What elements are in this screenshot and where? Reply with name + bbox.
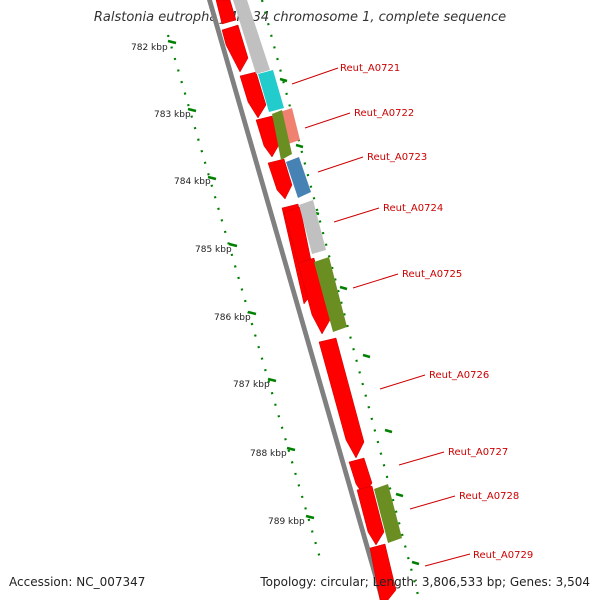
gene-label-reut-a0721[interactable]: Reut_A0721 (340, 63, 400, 74)
scale-label-783: 783 kbp (154, 110, 191, 120)
gene-label-reut-a0724[interactable]: Reut_A0724 (383, 203, 443, 214)
gene-label-reut-a0723[interactable]: Reut_A0723 (367, 152, 427, 163)
olive-feature-3 (374, 484, 402, 543)
cyan-feature (258, 70, 284, 112)
leader-line-0726 (379, 374, 426, 390)
salmon-feature (280, 108, 300, 144)
cds-arrow-4 (255, 115, 281, 158)
cds-arrow-7 (297, 257, 331, 335)
cds-arrow-3 (239, 71, 267, 119)
outer-ticks (279, 77, 420, 566)
cds-arrow-2 (221, 24, 249, 73)
cds-arrow-11 (369, 543, 397, 600)
outer-dotted-line (260, 0, 420, 596)
olive-feature-2 (314, 257, 347, 332)
scale-label-784: 784 kbp (174, 177, 211, 187)
gene-label-reut-a0727[interactable]: Reut_A0727 (448, 447, 508, 458)
gene-label-reut-a0725[interactable]: Reut_A0725 (402, 269, 462, 280)
gene-label-reut-a0729[interactable]: Reut_A0729 (473, 550, 533, 561)
backbone-line (207, 0, 385, 600)
cds-arrow-8 (318, 337, 365, 459)
scale-label-789: 789 kbp (268, 517, 305, 527)
map-title: Ralstonia eutropha JMP134 chromosome 1, … (93, 10, 507, 25)
scale-label-788: 788 kbp (250, 449, 287, 459)
gene-label-reut-a0726[interactable]: Reut_A0726 (429, 370, 489, 381)
grey-feature-1 (233, 0, 270, 74)
steelblue-feature (286, 157, 311, 198)
accession-text: Accession: NC_007347 (9, 575, 146, 589)
leader-line-0722 (304, 112, 351, 129)
scale-label-786: 786 kbp (214, 313, 251, 323)
scale-label-787: 787 kbp (233, 380, 270, 390)
gene-label-reut-a0722[interactable]: Reut_A0722 (354, 108, 414, 119)
scale-label-782: 782 kbp (131, 43, 168, 53)
grey-feature-2 (299, 200, 326, 254)
topology-text: Topology: circular; Length: 3,806,533 bp… (260, 575, 590, 589)
leader-line-0721 (291, 67, 339, 85)
leader-line-0723 (317, 156, 364, 173)
leader-line-0724 (333, 207, 380, 223)
cds-arrow-1 (215, 0, 237, 25)
ruler-major-ticks (167, 39, 315, 520)
leader-line-0727 (398, 451, 445, 466)
leader-line-0728 (409, 495, 456, 510)
gene-label-reut-a0728[interactable]: Reut_A0728 (459, 491, 519, 502)
scale-label-785: 785 kbp (195, 245, 232, 255)
leader-line-0729 (424, 553, 471, 567)
leader-line-0725 (352, 273, 399, 289)
cds-arrow-10 (356, 485, 385, 546)
olive-feature-1 (272, 110, 292, 160)
